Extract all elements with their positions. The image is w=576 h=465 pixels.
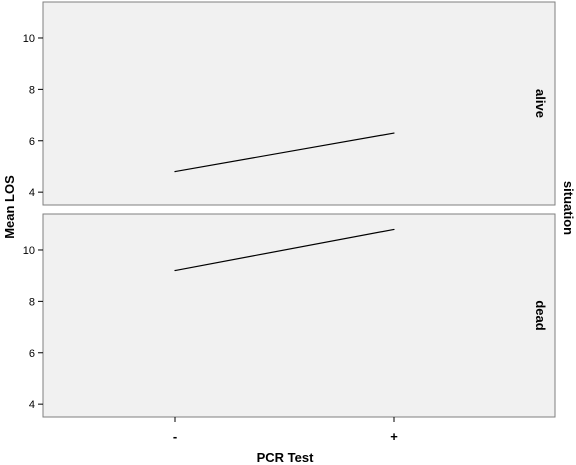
data-point xyxy=(393,132,395,134)
panel-label-dead: dead xyxy=(533,300,548,330)
panel-background xyxy=(42,1,556,206)
y-tick-label: 10 xyxy=(23,33,35,45)
panel-alive: 4 6 8 10 alive xyxy=(23,1,556,206)
x-axis-title: PCR Test xyxy=(257,450,314,465)
facet-title: situation xyxy=(561,181,576,235)
x-tick-label: - xyxy=(173,429,177,444)
data-point xyxy=(174,170,176,173)
y-tick-label: 4 xyxy=(29,399,35,411)
series-line-alive xyxy=(174,132,395,173)
panel-background xyxy=(42,213,556,418)
x-tick-label: + xyxy=(390,429,398,444)
y-axis-title: Mean LOS xyxy=(2,175,17,239)
panel-dead: 4 6 8 10 dead xyxy=(23,213,556,418)
panel-label-alive: alive xyxy=(533,89,548,118)
y-tick-label: 6 xyxy=(29,136,35,148)
y-tick-label: 8 xyxy=(29,84,35,96)
data-point xyxy=(393,228,395,231)
y-tick-label: 10 xyxy=(23,245,35,257)
y-tick-label: 8 xyxy=(29,296,35,308)
y-tick-label: 6 xyxy=(29,348,35,360)
y-tick-label: 4 xyxy=(29,187,35,199)
data-point xyxy=(174,269,176,272)
series-line-dead xyxy=(174,228,395,272)
